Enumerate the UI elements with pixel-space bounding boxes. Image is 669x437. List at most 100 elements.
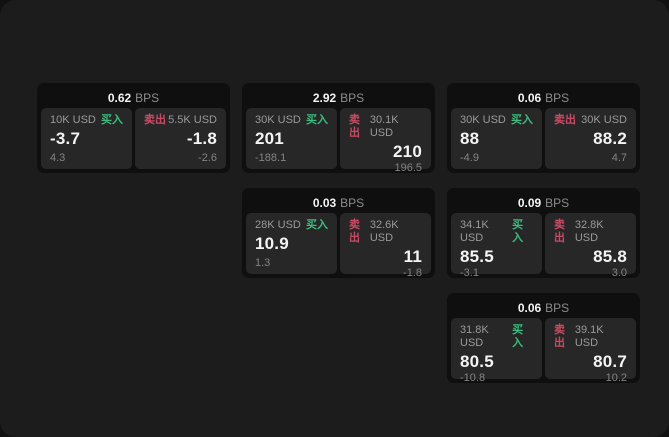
buy-quote-panel[interactable]: 31.8K USD 买入 80.5 -10.8 (451, 318, 542, 384)
buy-panel-top: 30K USD 买入 (460, 114, 533, 127)
buy-price: 88 (460, 129, 480, 149)
sell-quote-panel[interactable]: 卖出 32.8K USD 85.8 3.0 (545, 213, 636, 279)
bps-unit-label: BPS (135, 90, 160, 105)
sell-side-label: 卖出 (349, 219, 360, 245)
sell-amount: 30K USD (581, 114, 627, 126)
sell-sub-value: 196.5 (394, 162, 422, 175)
sell-quote-panel[interactable]: 卖出 32.6K USD 11 -1.8 (340, 213, 431, 279)
spread-value: 2.92 (312, 90, 337, 105)
quote-card: 0.03 BPS 28K USD 买入 10.9 1.3 卖出 32.6K US… (242, 188, 435, 279)
sell-amount: 30.1K USD (369, 114, 399, 140)
bps-unit-label: BPS (545, 300, 570, 315)
buy-side-label: 买入 (511, 114, 533, 126)
sell-amount: 32.6K USD (369, 219, 399, 245)
buy-sub-value: -4.9 (460, 151, 479, 164)
sell-amount: 5.5K USD (168, 114, 217, 126)
buy-quote-panel[interactable]: 30K USD 买入 88 -4.9 (451, 108, 542, 169)
spread-header: 2.92 BPS (246, 87, 431, 108)
sell-side-label: 卖出 (554, 219, 565, 245)
bps-unit-label: BPS (545, 195, 570, 210)
bps-unit-label: BPS (340, 195, 365, 210)
spread-header: 0.06 BPS (451, 297, 636, 318)
quote-panels: 28K USD 买入 10.9 1.3 卖出 32.6K USD 11 -1.8 (246, 213, 431, 279)
quote-card: 0.62 BPS 10K USD 买入 -3.7 4.3 卖出 5.5K USD (37, 83, 230, 173)
buy-price: 10.9 (255, 234, 289, 254)
sell-side-label: 卖出 (554, 324, 565, 350)
sell-amount: 39.1K USD (574, 324, 604, 350)
sell-sub-value: 4.7 (611, 151, 627, 164)
sell-side-label: 卖出 (349, 114, 360, 140)
buy-side-label: 买入 (512, 219, 524, 245)
buy-amount: 30K USD (460, 114, 506, 126)
sell-panel-top: 卖出 5.5K USD (144, 114, 217, 127)
sell-sub-value: 3.0 (611, 267, 627, 280)
buy-panel-top: 34.1K USD 买入 (460, 219, 533, 245)
quote-grid: 0.62 BPS 10K USD 买入 -3.7 4.3 卖出 5.5K USD (37, 83, 640, 384)
sell-panel-top: 卖出 39.1K USD (554, 324, 627, 350)
buy-amount: 10K USD (50, 114, 96, 126)
quote-panels: 30K USD 买入 88 -4.9 卖出 30K USD 88.2 4.7 (451, 108, 636, 169)
quote-panels: 10K USD 买入 -3.7 4.3 卖出 5.5K USD -1.8 -2.… (41, 108, 226, 169)
sell-price: 85.8 (593, 247, 627, 267)
spread-header: 0.62 BPS (41, 87, 226, 108)
bps-unit-label: BPS (340, 90, 365, 105)
spread-value: 0.06 (517, 90, 542, 105)
sell-amount: 32.8K USD (574, 219, 604, 245)
sell-panel-top: 卖出 32.8K USD (554, 219, 627, 245)
sell-panel-top: 卖出 30K USD (554, 114, 627, 127)
buy-panel-top: 30K USD 买入 (255, 114, 328, 127)
buy-price: -3.7 (50, 129, 81, 149)
buy-side-label: 买入 (101, 114, 123, 126)
sell-quote-panel[interactable]: 卖出 30K USD 88.2 4.7 (545, 108, 636, 169)
sell-quote-panel[interactable]: 卖出 39.1K USD 80.7 10.2 (545, 318, 636, 384)
buy-sub-value: -10.8 (460, 372, 486, 385)
spread-header: 0.06 BPS (451, 87, 636, 108)
quote-panels: 30K USD 买入 201 -188.1 卖出 30.1K USD 210 1… (246, 108, 431, 174)
buy-amount: 28K USD (255, 219, 301, 231)
buy-side-label: 买入 (306, 114, 328, 126)
sell-sub-value: -2.6 (198, 151, 217, 164)
sell-quote-panel[interactable]: 卖出 30.1K USD 210 196.5 (340, 108, 431, 174)
buy-side-label: 买入 (306, 219, 328, 231)
quote-card: 0.06 BPS 30K USD 买入 88 -4.9 卖出 30K USD (447, 83, 640, 173)
buy-price: 80.5 (460, 352, 494, 372)
buy-panel-top: 31.8K USD 买入 (460, 324, 533, 350)
quote-card: 0.06 BPS 31.8K USD 买入 80.5 -10.8 卖出 39.1… (447, 293, 640, 384)
buy-panel-top: 28K USD 买入 (255, 219, 328, 232)
sell-sub-value: 10.2 (605, 372, 627, 385)
spread-value: 0.03 (312, 195, 337, 210)
quote-card: 2.92 BPS 30K USD 买入 201 -188.1 卖出 30.1K … (242, 83, 435, 174)
sell-price: 11 (403, 247, 422, 267)
buy-amount: 34.1K USD (460, 219, 489, 245)
spread-value: 0.06 (517, 300, 542, 315)
buy-sub-value: -188.1 (255, 151, 287, 164)
quote-card: 0.09 BPS 34.1K USD 买入 85.5 -3.1 卖出 32.8K… (447, 188, 640, 279)
buy-sub-value: 4.3 (50, 151, 66, 164)
buy-side-label: 买入 (512, 324, 524, 350)
buy-sub-value: -3.1 (460, 267, 479, 280)
quote-panels: 34.1K USD 买入 85.5 -3.1 卖出 32.8K USD 85.8… (451, 213, 636, 279)
sell-price: 210 (393, 142, 422, 162)
buy-amount: 30K USD (255, 114, 301, 126)
buy-price: 85.5 (460, 247, 494, 267)
bps-unit-label: BPS (545, 90, 570, 105)
buy-quote-panel[interactable]: 28K USD 买入 10.9 1.3 (246, 213, 337, 274)
sell-price: 88.2 (593, 129, 627, 149)
spread-header: 0.03 BPS (246, 192, 431, 213)
buy-quote-panel[interactable]: 30K USD 买入 201 -188.1 (246, 108, 337, 169)
sell-price: 80.7 (593, 352, 627, 372)
sell-price: -1.8 (186, 129, 217, 149)
sell-side-label: 卖出 (554, 114, 576, 126)
sell-panel-top: 卖出 32.6K USD (349, 219, 422, 245)
spread-header: 0.09 BPS (451, 192, 636, 213)
sell-quote-panel[interactable]: 卖出 5.5K USD -1.8 -2.6 (135, 108, 226, 169)
sell-sub-value: -1.8 (403, 267, 422, 280)
spread-value: 0.09 (517, 195, 542, 210)
buy-quote-panel[interactable]: 34.1K USD 买入 85.5 -3.1 (451, 213, 542, 279)
buy-quote-panel[interactable]: 10K USD 买入 -3.7 4.3 (41, 108, 132, 169)
buy-price: 201 (255, 129, 284, 149)
quote-panels: 31.8K USD 买入 80.5 -10.8 卖出 39.1K USD 80.… (451, 318, 636, 384)
spread-value: 0.62 (107, 90, 132, 105)
sell-panel-top: 卖出 30.1K USD (349, 114, 422, 140)
